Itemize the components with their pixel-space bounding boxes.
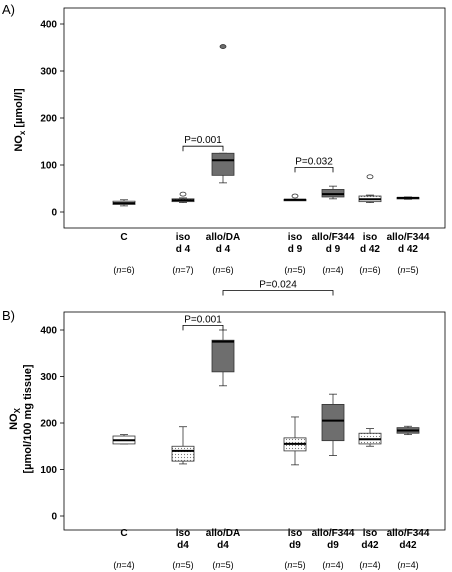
panel-b-significance-bracket-1: P=0.024: [222, 279, 334, 296]
panel-b-category-label: C: [120, 528, 127, 539]
panel-b-category-label: allo/F344: [387, 528, 430, 539]
panel-a-category-sublabel: d 4: [216, 244, 231, 255]
panel-a-plot-frame: [63, 7, 446, 229]
bracket-line: [222, 290, 334, 296]
panel-a-n-label: (n=5): [284, 265, 305, 275]
panel-a-category-label: allo/F344: [387, 232, 430, 243]
panel-b-category-sublabel: d9: [289, 540, 301, 551]
panel-a-y-tick-label: 400: [40, 20, 57, 31]
panel-a-label: A): [2, 2, 15, 17]
panel-a-box-3: [283, 193, 307, 202]
panel-b-box-0: [112, 434, 136, 445]
bracket-line: [294, 166, 334, 173]
outlier-point: [291, 193, 299, 199]
panel-a-box-6: [396, 196, 420, 200]
panel-b-box-6: [396, 425, 420, 436]
panel-b-box-4: [321, 393, 345, 456]
p-value-label: P=0.032: [295, 156, 333, 167]
panel-b-y-axis-label: NOX[µmol/100 mg tissue]: [8, 364, 34, 473]
panel-b-n-label: (n=5): [212, 560, 233, 570]
panel-a-y-axis-label: NOx [µmol/l]: [13, 88, 27, 152]
panel-a-y-tick-label: 200: [40, 114, 57, 125]
p-value-label: P=0.001: [184, 135, 222, 146]
panel-a-n-label: (n=4): [322, 265, 343, 275]
panel-a-box-1: [171, 191, 195, 204]
panel-a-category-label: C: [120, 232, 127, 243]
panel-b-category-label: allo/F344: [312, 528, 355, 539]
panel-a-y-tick-label: 100: [40, 161, 57, 172]
panel-a-n-label: (n=6): [212, 265, 233, 275]
panel-b-category-label: iso: [176, 528, 190, 539]
panel-a-category-sublabel: d 42: [360, 244, 380, 255]
panel-a-y-tick-label: 300: [40, 67, 57, 78]
p-value-label: P=0.001: [184, 314, 222, 325]
panel-b-y-tick-label: 100: [40, 465, 57, 476]
panel-b-category-label: allo/DA: [206, 528, 240, 539]
panel-b-category-sublabel: d42: [399, 540, 417, 551]
panel-b-category-sublabel: d4: [217, 540, 229, 551]
panel-a-significance-bracket-0: P=0.001: [182, 135, 224, 152]
iqr-box: [321, 403, 345, 442]
outlier-point: [366, 174, 374, 180]
panel-b-n-label: (n=4): [113, 560, 134, 570]
panel-a-box-5: [358, 174, 382, 204]
panel-b-category-sublabel: d4: [177, 540, 189, 551]
panel-b-significance-bracket-0: P=0.001: [182, 314, 224, 331]
panel-b-box-1: [171, 426, 195, 465]
panel-b-category-label: iso: [363, 528, 377, 539]
panel-a-category-sublabel: d 9: [288, 244, 303, 255]
panel-b-y-tick-label: 400: [40, 326, 57, 337]
panel-b-box-3: [283, 416, 307, 466]
panel-a-category-label: iso: [288, 232, 302, 243]
panel-a-box-4: [321, 185, 345, 200]
bracket-line: [182, 324, 224, 331]
panel-a-significance-bracket-1: P=0.032: [294, 156, 334, 173]
panel-a-chart: A) NOx [µmol/l] 0100200300400C(n=6)isod …: [2, 2, 446, 275]
panel-a-n-label: (n=6): [113, 265, 134, 275]
outlier-point: [179, 191, 187, 197]
panel-a-y-tick-label: 0: [51, 208, 57, 219]
panel-a-category-label: iso: [176, 232, 190, 243]
panel-b-category-label: iso: [288, 528, 302, 539]
iqr-box: [211, 339, 235, 373]
panel-b-category-sublabel: d9: [327, 540, 339, 551]
panel-a-category-sublabel: d 4: [176, 244, 191, 255]
iqr-box: [211, 152, 235, 176]
panel-b-chart: B) NOX[µmol/100 mg tissue] 0 100 200 300 400…: [2, 279, 446, 570]
panel-a-box-0: [112, 199, 136, 207]
panel-a-category-label: allo/F344: [312, 232, 355, 243]
panel-b-y-tick-label: 200: [40, 419, 57, 430]
panel-b-n-label: (n=5): [172, 560, 193, 570]
panel-a-category-label: allo/DA: [206, 232, 240, 243]
panel-a-category-sublabel: d 42: [398, 244, 418, 255]
panel-b-box-5: [358, 428, 382, 447]
panel-b-category-sublabel: d42: [361, 540, 379, 551]
iqr-box: [171, 445, 195, 462]
panel-b-n-label: (n=4): [322, 560, 343, 570]
p-value-label: P=0.024: [259, 279, 297, 290]
panel-a-n-label: (n=5): [397, 265, 418, 275]
panel-b-plot-frame: [63, 311, 446, 531]
panel-a-n-label: (n=6): [359, 265, 380, 275]
panel-b-n-label: (n=4): [359, 560, 380, 570]
panel-b-n-label: (n=5): [284, 560, 305, 570]
panel-b-label: B): [2, 308, 15, 323]
panel-b-n-label: (n=4): [397, 560, 418, 570]
panel-b-box-2: [211, 329, 235, 387]
panel-a-box-2: [211, 44, 235, 184]
panel-a-category-label: iso: [363, 232, 377, 243]
panel-a-category-sublabel: d 9: [326, 244, 341, 255]
panel-b-y-tick-label: 300: [40, 372, 57, 383]
bracket-line: [182, 145, 224, 152]
panel-b-y-tick-label: 0: [51, 512, 57, 523]
panel-a-n-label: (n=7): [172, 265, 193, 275]
outlier-point: [219, 44, 227, 49]
